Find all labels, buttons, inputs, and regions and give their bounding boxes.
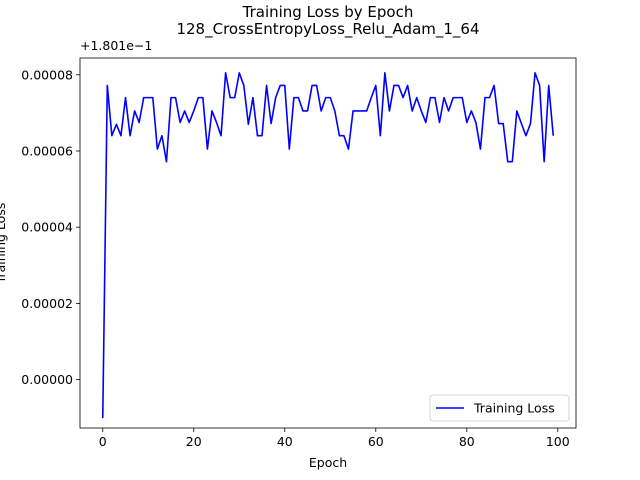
legend-box [429,394,570,422]
y-tick-label: 0.00008 [21,67,73,82]
chart-title: Training Loss by Epoch [242,3,414,21]
x-tick-label: 40 [277,434,293,449]
y-tick-label: 0.00002 [21,296,73,311]
x-tick-label: 60 [368,434,384,449]
y-tick-label: 0.00004 [21,220,73,235]
y-tick-label: 0.00006 [21,143,73,158]
legend: Training Loss [429,394,570,422]
x-tick-label: 20 [186,434,202,449]
plot-frame [79,57,577,429]
x-axis-label: Epoch [309,455,347,470]
x-axis-ticks: 0 20 40 60 80 100 [99,428,570,449]
chart-subtitle: 128_CrossEntropyLoss_Relu_Adam_1_64 [176,20,479,39]
x-tick-label: 100 [546,434,570,449]
y-axis-ticks: 0.00000 0.00002 0.00004 0.00006 0.00008 [21,67,80,387]
y-tick-label: 0.00000 [21,372,73,387]
legend-label: Training Loss [473,401,555,416]
y-axis-label: Training Loss [0,203,8,285]
x-tick-label: 0 [99,434,107,449]
training-loss-series-line [101,72,555,419]
y-offset-label: +1.801e−1 [80,38,152,53]
x-tick-label: 80 [459,434,475,449]
